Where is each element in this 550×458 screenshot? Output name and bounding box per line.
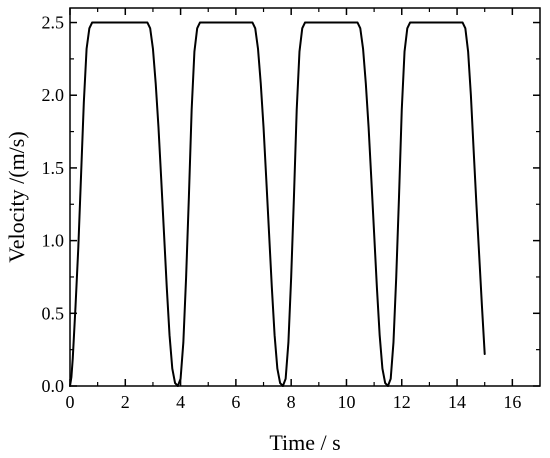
x-tick-label: 8: [287, 392, 296, 412]
x-tick-label: 6: [231, 392, 240, 412]
x-tick-label: 4: [176, 392, 185, 412]
plot-area: [69, 7, 541, 387]
x-axis-ticks: 0 2 4 6 8 10 12 14 16: [66, 8, 521, 412]
x-tick-label: 14: [448, 392, 466, 412]
y-tick-label: 1.5: [42, 158, 65, 178]
y-tick-label: 1.0: [42, 231, 65, 251]
x-tick-label: 0: [66, 392, 75, 412]
y-tick-label: 0.0: [42, 376, 65, 396]
x-tick-label: 10: [337, 392, 355, 412]
x-tick-label: 2: [121, 392, 130, 412]
x-axis-title: Time / s: [269, 430, 340, 455]
y-axis-title: Velocity /(m/s): [4, 131, 29, 262]
x-tick-label: 16: [503, 392, 521, 412]
y-tick-label: 2.5: [42, 13, 65, 33]
x-tick-label: 12: [393, 392, 411, 412]
plot-frame: [69, 7, 541, 387]
y-tick-label: 0.5: [42, 303, 65, 323]
velocity-series-line: [69, 21, 486, 387]
y-tick-label: 2.0: [42, 85, 65, 105]
y-axis-ticks: 0.0 0.5 1.0 1.5 2.0 2.5: [42, 13, 540, 396]
series-group: [69, 21, 486, 387]
